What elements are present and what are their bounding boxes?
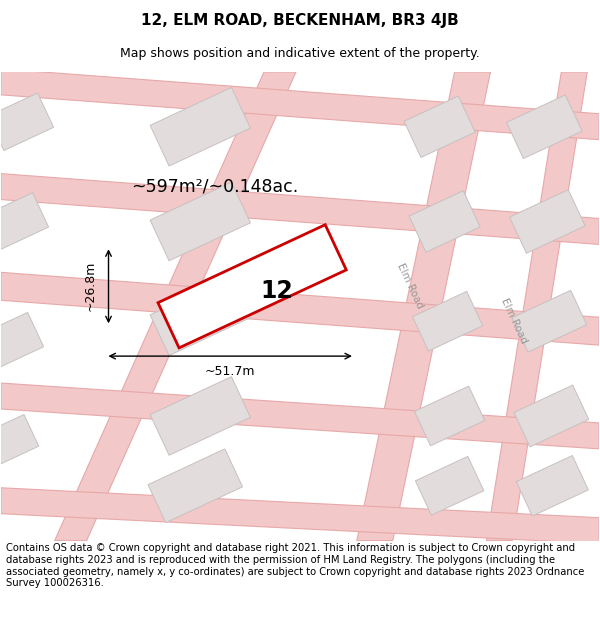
Polygon shape: [1, 69, 599, 140]
Polygon shape: [357, 72, 490, 541]
Polygon shape: [150, 377, 250, 455]
Polygon shape: [415, 386, 485, 446]
Polygon shape: [0, 93, 53, 151]
Polygon shape: [1, 383, 599, 449]
Polygon shape: [509, 190, 585, 253]
Text: Map shows position and indicative extent of the property.: Map shows position and indicative extent…: [120, 48, 480, 61]
Polygon shape: [516, 456, 589, 516]
Polygon shape: [150, 182, 250, 261]
Polygon shape: [506, 95, 582, 159]
Polygon shape: [412, 291, 483, 351]
Polygon shape: [1, 488, 599, 544]
Polygon shape: [514, 385, 589, 447]
Text: Elm Road: Elm Road: [395, 262, 425, 311]
Polygon shape: [0, 192, 49, 250]
Text: ~51.7m: ~51.7m: [205, 364, 256, 378]
Polygon shape: [409, 191, 480, 253]
Polygon shape: [1, 174, 599, 244]
Text: 12, ELM ROAD, BECKENHAM, BR3 4JB: 12, ELM ROAD, BECKENHAM, BR3 4JB: [141, 12, 459, 28]
Text: ~597m²/~0.148ac.: ~597m²/~0.148ac.: [131, 177, 299, 196]
Polygon shape: [415, 456, 484, 515]
Text: Elm Road: Elm Road: [500, 297, 529, 346]
Polygon shape: [158, 225, 346, 348]
Polygon shape: [150, 277, 250, 356]
Text: 12: 12: [260, 279, 293, 303]
Polygon shape: [487, 72, 587, 541]
Polygon shape: [55, 72, 296, 541]
Text: Contains OS data © Crown copyright and database right 2021. This information is : Contains OS data © Crown copyright and d…: [6, 544, 584, 588]
Polygon shape: [404, 96, 475, 158]
Polygon shape: [1, 272, 599, 345]
Text: ~26.8m: ~26.8m: [84, 261, 97, 311]
Polygon shape: [148, 449, 242, 522]
Polygon shape: [150, 88, 250, 166]
Polygon shape: [0, 414, 39, 468]
Polygon shape: [0, 312, 44, 370]
Polygon shape: [512, 291, 587, 352]
